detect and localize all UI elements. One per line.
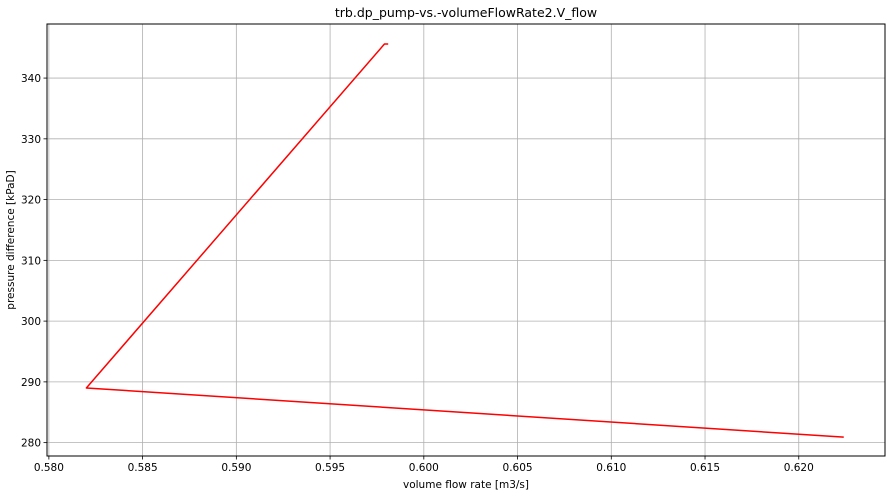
x-tick-label: 0.620: [784, 462, 814, 474]
chart-title: trb.dp_pump-vs.-volumeFlowRate2.V_flow: [335, 5, 597, 20]
y-tick-label: 340: [21, 73, 41, 85]
series-line: [85, 43, 844, 438]
y-tick-label: 330: [21, 134, 41, 146]
grid: [47, 24, 885, 456]
y-tick-label: 290: [21, 377, 41, 389]
series-layer: [85, 43, 844, 438]
x-tick-label: 0.600: [409, 462, 439, 474]
x-tick-label: 0.605: [503, 462, 533, 474]
y-tick-label: 320: [21, 195, 41, 207]
ticks: 0.580 0.585 0.590 0.595 0.600 0.605 0.610 0.615…: [21, 73, 814, 474]
x-tick-label: 0.580: [34, 462, 64, 474]
x-tick-label: 0.610: [596, 462, 626, 474]
x-tick-label: 0.615: [690, 462, 720, 474]
x-tick-label: 0.585: [128, 462, 158, 474]
y-tick-label: 310: [21, 255, 41, 267]
y-tick-label: 300: [21, 316, 41, 328]
x-axis-label: volume flow rate [m3/s]: [403, 479, 529, 491]
y-axis-label: pressure difference [kPaD]: [5, 170, 17, 309]
y-tick-label: 280: [21, 438, 41, 450]
plot-frame: [46, 23, 886, 457]
x-tick-label: 0.590: [221, 462, 251, 474]
x-tick-label: 0.595: [315, 462, 345, 474]
